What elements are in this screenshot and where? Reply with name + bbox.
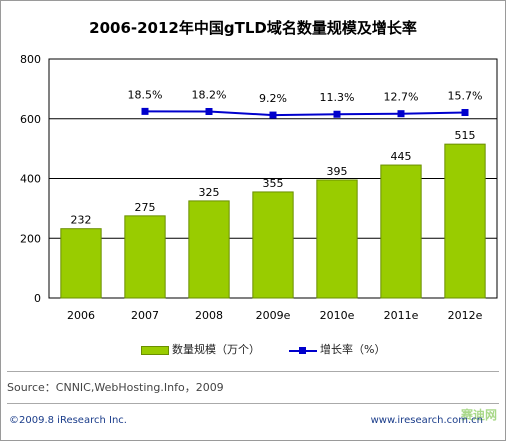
x-tick-label: 2010e [320,309,355,322]
legend-item-line: 增长率（%） [289,341,385,357]
growth-value-label: 11.3% [320,91,355,104]
growth-point [205,108,213,116]
bar [124,215,166,299]
growth-point [141,107,149,115]
legend-item-bars: 数量规模（万个） [141,341,260,357]
growth-point [333,110,341,118]
bar-value-label: 515 [455,129,476,142]
bar [252,191,294,299]
bar-value-label: 232 [71,214,92,227]
growth-point [461,108,469,116]
legend-label-line: 增长率（%） [320,343,386,356]
x-tick-label: 2012e [448,309,483,322]
x-tick-label: 2009e [256,309,291,322]
growth-value-label: 15.7% [448,89,483,102]
legend-label-bars: 数量规模（万个） [172,343,260,356]
divider [7,371,499,372]
bar-value-label: 445 [391,150,412,163]
growth-value-label: 9.2% [259,92,287,105]
x-tick-label: 2008 [195,309,223,322]
copyright: ©2009.8 iResearch Inc. [9,415,127,426]
chart-canvas: 0 200 400 600 800 232 2006 275 2007 325 2008 355 200… [20,53,498,322]
bar [60,228,102,299]
x-tick-label: 2007 [131,309,159,322]
growth-value-label: 18.5% [128,88,163,101]
bar-value-label: 325 [199,186,220,199]
legend-swatch-line [289,346,317,354]
y-tick-label: 200 [20,232,41,245]
growth-value-label: 12.7% [384,91,419,104]
bar-value-label: 275 [135,201,156,214]
watermark-logo: 赛迪网 [460,408,497,422]
source-note: Source：CNNIC,WebHosting.Info，2009 [7,381,224,394]
y-tick-label: 400 [20,173,41,186]
growth-point [397,110,405,118]
growth-line [144,110,466,117]
bar-value-label: 395 [327,165,348,178]
bar [316,179,358,299]
bar [380,164,422,299]
y-tick-label: 800 [20,53,41,66]
chart-title: 2006-2012年中国gTLD域名数量规模及增长率 [89,19,417,37]
growth-point [269,111,277,119]
legend-swatch-bars [141,345,169,355]
website-link[interactable]: www.iresearch.com.cn [370,415,483,426]
bar [188,200,230,299]
y-tick-label: 0 [34,292,41,305]
x-tick-label: 2006 [67,309,95,322]
growth-value-label: 18.2% [192,89,227,102]
y-tick-label: 600 [20,113,41,126]
divider [7,403,499,404]
bar-value-label: 355 [263,177,284,190]
bar [444,143,486,299]
x-tick-label: 2011e [384,309,419,322]
